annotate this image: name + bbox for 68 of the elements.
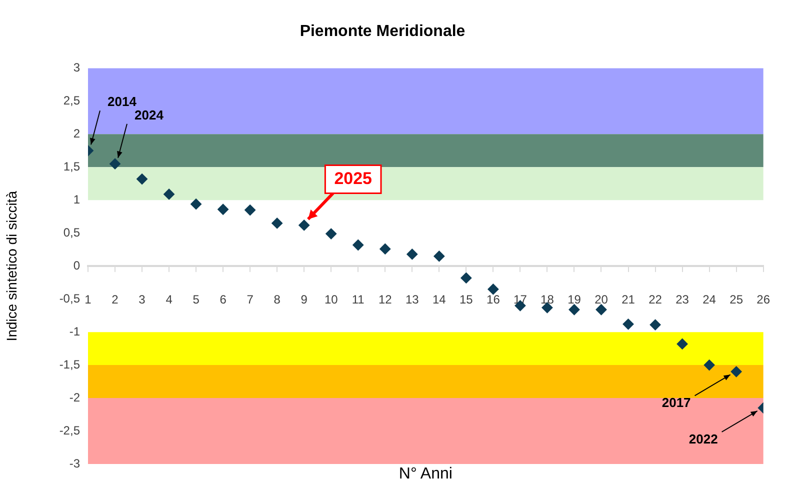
y-tick-label: 2,5 bbox=[63, 93, 80, 108]
point bbox=[460, 272, 472, 284]
y-tick-label: -1,5 bbox=[59, 357, 80, 372]
x-tick-label: 10 bbox=[324, 292, 338, 307]
point bbox=[110, 158, 121, 170]
x-tick-label: 15 bbox=[460, 292, 474, 307]
point bbox=[730, 366, 742, 378]
annotation: 2025 bbox=[334, 168, 372, 188]
point bbox=[622, 318, 634, 330]
x-tick-label: 11 bbox=[352, 292, 365, 307]
x-tick-label: 3 bbox=[138, 292, 146, 307]
point bbox=[136, 174, 148, 185]
x-tick-label: 14 bbox=[432, 292, 446, 307]
y-axis-title: Indice sintetico di siccità bbox=[3, 190, 20, 342]
x-tick-label: 19 bbox=[568, 292, 582, 307]
x-tick-label: 6 bbox=[220, 292, 227, 307]
point bbox=[704, 360, 715, 371]
y-tick-label: 1,5 bbox=[63, 159, 80, 174]
y-tick-label: 2 bbox=[73, 126, 80, 140]
x-tick-label: 18 bbox=[540, 292, 554, 307]
point bbox=[568, 304, 580, 316]
x-tick-label: 1 bbox=[84, 292, 92, 307]
x-tick-label: 5 bbox=[192, 292, 200, 307]
x-tick-label: 23 bbox=[676, 292, 690, 307]
y-tick-label: -3 bbox=[69, 456, 80, 470]
chart-title: Piemonte Meridionale bbox=[300, 23, 466, 40]
point bbox=[326, 228, 337, 240]
point bbox=[380, 243, 391, 254]
y-tick-label: -2,5 bbox=[59, 423, 80, 438]
x-tick-label: 16 bbox=[486, 292, 500, 307]
y-tick-label: -2 bbox=[69, 390, 80, 404]
point bbox=[434, 250, 445, 262]
point bbox=[272, 218, 283, 229]
y-tick-label: 0 bbox=[73, 258, 80, 272]
point bbox=[596, 304, 607, 316]
x-tick-label: 8 bbox=[274, 292, 281, 307]
x-tick-label: 24 bbox=[702, 292, 716, 307]
point bbox=[164, 188, 175, 200]
x-tick-label: 2 bbox=[112, 292, 119, 307]
annotation: 2022 bbox=[688, 432, 718, 447]
x-tick-label: 13 bbox=[405, 292, 420, 307]
x-tick-label: 25 bbox=[730, 292, 744, 307]
x-tick-label: 7 bbox=[246, 292, 254, 307]
annotation: 2014 bbox=[108, 94, 138, 110]
point bbox=[406, 248, 418, 260]
point bbox=[190, 198, 202, 210]
x-tick-label: 26 bbox=[756, 292, 770, 307]
point bbox=[298, 220, 310, 231]
point bbox=[244, 204, 256, 216]
point bbox=[676, 338, 688, 350]
point bbox=[650, 319, 661, 330]
y-tick-label: 3 bbox=[73, 60, 80, 75]
point bbox=[352, 239, 364, 250]
annotation: 2017 bbox=[662, 395, 691, 410]
y-tick-label: -0,5 bbox=[59, 291, 80, 306]
x-tick-label: 22 bbox=[648, 292, 662, 307]
x-tick-label: 20 bbox=[594, 292, 608, 307]
y-tick-label: 0,5 bbox=[63, 225, 80, 240]
x-tick-label: 4 bbox=[166, 292, 173, 307]
point bbox=[218, 204, 229, 215]
x-tick-label: 9 bbox=[300, 292, 308, 307]
annotation: 2024 bbox=[134, 107, 164, 122]
x-tick-label: 21 bbox=[622, 292, 636, 307]
x-axis-title: N° Anni bbox=[398, 465, 452, 482]
y-tick-label: 1 bbox=[73, 192, 80, 206]
y-tick-label: -1 bbox=[69, 324, 80, 338]
point bbox=[488, 284, 499, 295]
x-tick-label: 12 bbox=[378, 292, 392, 307]
